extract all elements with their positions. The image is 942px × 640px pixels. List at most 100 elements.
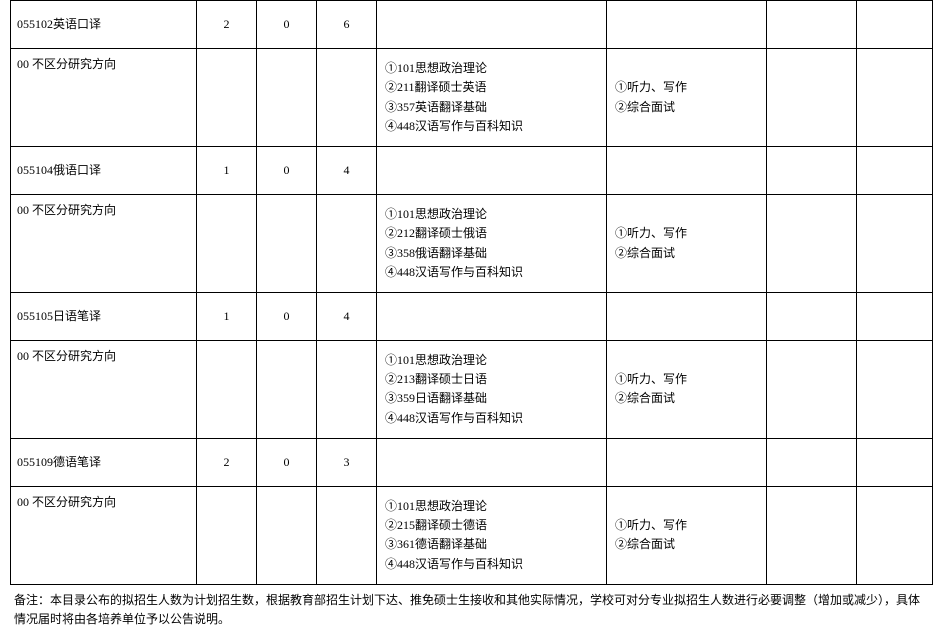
exam-subject-line: ④448汉语写作与百科知识: [385, 409, 598, 428]
retest-line: ①听力、写作: [615, 516, 758, 535]
retest-content: ①听力、写作②综合面试: [615, 78, 758, 116]
retest-content: ①听力、写作②综合面试: [615, 516, 758, 554]
cell-c8: [857, 146, 933, 194]
exam-subject-line: ①101思想政治理论: [385, 59, 598, 78]
cell-c4: 3: [317, 438, 377, 486]
exam-subject-line: ④448汉语写作与百科知识: [385, 117, 598, 136]
cell-c6: [607, 438, 767, 486]
cell-c4: [317, 487, 377, 585]
footnote: 备注：本目录公布的拟招生人数为计划招生数，根据教育部招生计划下达、推免硕士生接收…: [10, 585, 932, 629]
cell-c6: ①听力、写作②综合面试: [607, 341, 767, 439]
admissions-table: 055102英语口译20600 不区分研究方向①101思想政治理论②211翻译硕…: [10, 0, 933, 585]
cell-c5: [377, 292, 607, 340]
retest-line: ②综合面试: [615, 244, 758, 263]
exam-subject-line: ①101思想政治理论: [385, 497, 598, 516]
exam-subject-line: ①101思想政治理论: [385, 205, 598, 224]
cell-c3: 0: [257, 438, 317, 486]
cell-c8: [857, 292, 933, 340]
cell-c2: 1: [197, 146, 257, 194]
table-row: 055104俄语口译104: [11, 146, 933, 194]
cell-c2: [197, 487, 257, 585]
cell-c7: [767, 292, 857, 340]
cell-c3: 0: [257, 146, 317, 194]
cell-c6: [607, 1, 767, 49]
retest-line: ①听力、写作: [615, 78, 758, 97]
cell-c8: [857, 438, 933, 486]
exam-subjects: ①101思想政治理论②215翻译硕士德语③361德语翻译基础④448汉语写作与百…: [385, 497, 598, 574]
cell-c1: 055104俄语口译: [11, 146, 197, 194]
cell-c5: [377, 438, 607, 486]
exam-subject-line: ①101思想政治理论: [385, 351, 598, 370]
cell-c7: [767, 195, 857, 293]
cell-c5: ①101思想政治理论②211翻译硕士英语③357英语翻译基础④448汉语写作与百…: [377, 49, 607, 147]
cell-c2: 2: [197, 438, 257, 486]
cell-c4: [317, 195, 377, 293]
cell-c8: [857, 1, 933, 49]
cell-c1: 00 不区分研究方向: [11, 487, 197, 585]
cell-c3: [257, 341, 317, 439]
cell-c8: [857, 487, 933, 585]
cell-c5: ①101思想政治理论②213翻译硕士日语③359日语翻译基础④448汉语写作与百…: [377, 341, 607, 439]
retest-content: ①听力、写作②综合面试: [615, 224, 758, 262]
cell-c1: 00 不区分研究方向: [11, 341, 197, 439]
table-row: 00 不区分研究方向 ①101思想政治理论②211翻译硕士英语③357英语翻译基础…: [11, 49, 933, 147]
retest-line: ①听力、写作: [615, 370, 758, 389]
cell-c8: [857, 49, 933, 147]
cell-c4: [317, 341, 377, 439]
cell-c4: 4: [317, 146, 377, 194]
exam-subject-line: ③361德语翻译基础: [385, 535, 598, 554]
table-row: 055102英语口译206: [11, 1, 933, 49]
table-row: 00 不区分研究方向 ①101思想政治理论②215翻译硕士德语③361德语翻译基础…: [11, 487, 933, 585]
cell-c8: [857, 195, 933, 293]
page: 055102英语口译20600 不区分研究方向①101思想政治理论②211翻译硕…: [0, 0, 942, 639]
exam-subject-line: ④448汉语写作与百科知识: [385, 555, 598, 574]
cell-c8: [857, 341, 933, 439]
table-row: 00 不区分研究方向 ①101思想政治理论②212翻译硕士俄语③358俄语翻译基础…: [11, 195, 933, 293]
cell-c1: 055102英语口译: [11, 1, 197, 49]
cell-c2: [197, 341, 257, 439]
cell-c6: ①听力、写作②综合面试: [607, 49, 767, 147]
cell-c1: 00 不区分研究方向: [11, 195, 197, 293]
cell-c3: [257, 195, 317, 293]
exam-subject-line: ④448汉语写作与百科知识: [385, 263, 598, 282]
cell-c4: 4: [317, 292, 377, 340]
cell-c7: [767, 438, 857, 486]
exam-subjects: ①101思想政治理论②212翻译硕士俄语③358俄语翻译基础④448汉语写作与百…: [385, 205, 598, 282]
retest-line: ②综合面试: [615, 535, 758, 554]
exam-subjects: ①101思想政治理论②213翻译硕士日语③359日语翻译基础④448汉语写作与百…: [385, 351, 598, 428]
exam-subject-line: ②215翻译硕士德语: [385, 516, 598, 535]
retest-line: ①听力、写作: [615, 224, 758, 243]
cell-c1: 00 不区分研究方向: [11, 49, 197, 147]
table-row: 055109德语笔译203: [11, 438, 933, 486]
cell-c3: [257, 487, 317, 585]
cell-c3: 0: [257, 1, 317, 49]
table-row: 00 不区分研究方向 ①101思想政治理论②213翻译硕士日语③359日语翻译基础…: [11, 341, 933, 439]
cell-c5: ①101思想政治理论②215翻译硕士德语③361德语翻译基础④448汉语写作与百…: [377, 487, 607, 585]
exam-subject-line: ②211翻译硕士英语: [385, 78, 598, 97]
cell-c4: 6: [317, 1, 377, 49]
cell-c1: 055109德语笔译: [11, 438, 197, 486]
exam-subjects: ①101思想政治理论②211翻译硕士英语③357英语翻译基础④448汉语写作与百…: [385, 59, 598, 136]
exam-subject-line: ③358俄语翻译基础: [385, 244, 598, 263]
retest-content: ①听力、写作②综合面试: [615, 370, 758, 408]
cell-c5: [377, 1, 607, 49]
cell-c7: [767, 1, 857, 49]
cell-c2: [197, 49, 257, 147]
cell-c6: ①听力、写作②综合面试: [607, 195, 767, 293]
cell-c7: [767, 341, 857, 439]
cell-c5: ①101思想政治理论②212翻译硕士俄语③358俄语翻译基础④448汉语写作与百…: [377, 195, 607, 293]
cell-c6: ①听力、写作②综合面试: [607, 487, 767, 585]
cell-c7: [767, 49, 857, 147]
cell-c7: [767, 487, 857, 585]
cell-c4: [317, 49, 377, 147]
cell-c6: [607, 292, 767, 340]
exam-subject-line: ②213翻译硕士日语: [385, 370, 598, 389]
exam-subject-line: ②212翻译硕士俄语: [385, 224, 598, 243]
cell-c2: 2: [197, 1, 257, 49]
cell-c6: [607, 146, 767, 194]
cell-c5: [377, 146, 607, 194]
cell-c3: [257, 49, 317, 147]
table-row: 055105日语笔译104: [11, 292, 933, 340]
cell-c2: 1: [197, 292, 257, 340]
exam-subject-line: ③359日语翻译基础: [385, 389, 598, 408]
